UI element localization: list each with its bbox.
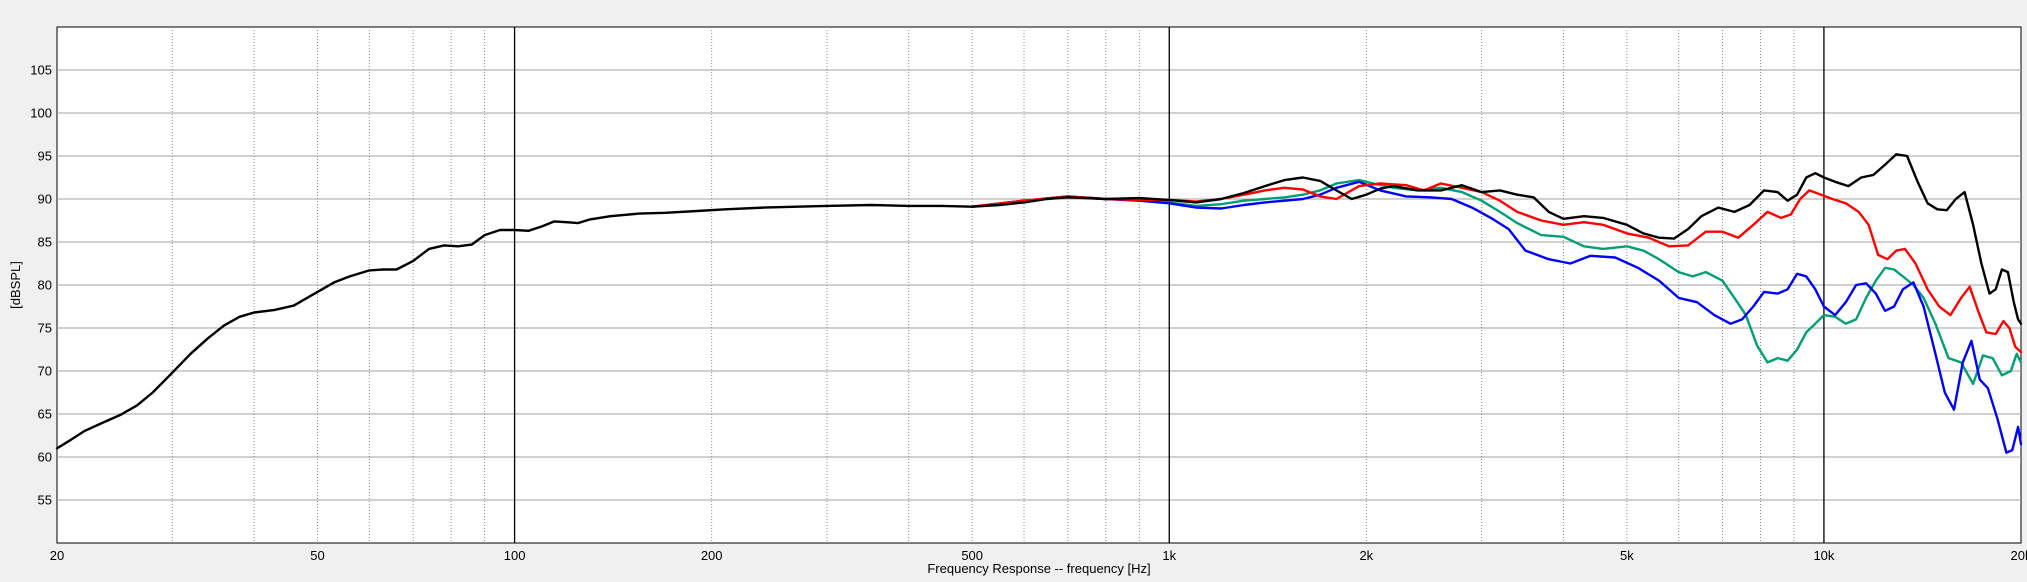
x-tick-label: 20k xyxy=(2011,548,2027,563)
y-tick-label: 95 xyxy=(38,149,52,164)
x-tick-label: 500 xyxy=(961,548,983,563)
x-tick-label: 50 xyxy=(310,548,324,563)
series-lines xyxy=(55,153,2023,454)
y-tick-label: 90 xyxy=(38,192,52,207)
y-tick-label: 80 xyxy=(38,278,52,293)
y-tick-label: 100 xyxy=(30,106,52,121)
y-axis-label: [dBSPL] xyxy=(8,261,23,309)
y-tick-labels: 55 60 65 70 75 80 85 90 95 100 105 xyxy=(30,63,52,508)
y-tick-label: 75 xyxy=(38,321,52,336)
x-tick-label: 200 xyxy=(701,548,723,563)
x-tick-label: 1k xyxy=(1162,548,1176,563)
y-tick-label: 65 xyxy=(38,407,52,422)
y-tick-label: 85 xyxy=(38,235,52,250)
x-tick-label: 10k xyxy=(1813,548,1834,563)
y-tick-label: 70 xyxy=(38,364,52,379)
series-line xyxy=(971,182,2023,354)
x-tick-label: 100 xyxy=(504,548,526,563)
y-tick-label: 60 xyxy=(38,450,52,465)
series-line xyxy=(971,180,2023,454)
x-tick-label: 5k xyxy=(1620,548,1634,563)
x-tick-label: 20 xyxy=(50,548,64,563)
y-tick-label: 105 xyxy=(30,63,52,78)
x-tick-label: 2k xyxy=(1359,548,1373,563)
x-axis-label: Frequency Response -- frequency [Hz] xyxy=(927,561,1150,576)
x-tick-labels: 20 50 100 200 500 1k 2k 5k 10k 20k xyxy=(50,548,2027,563)
y-tick-label: 55 xyxy=(38,493,52,508)
series-line xyxy=(55,153,2023,450)
